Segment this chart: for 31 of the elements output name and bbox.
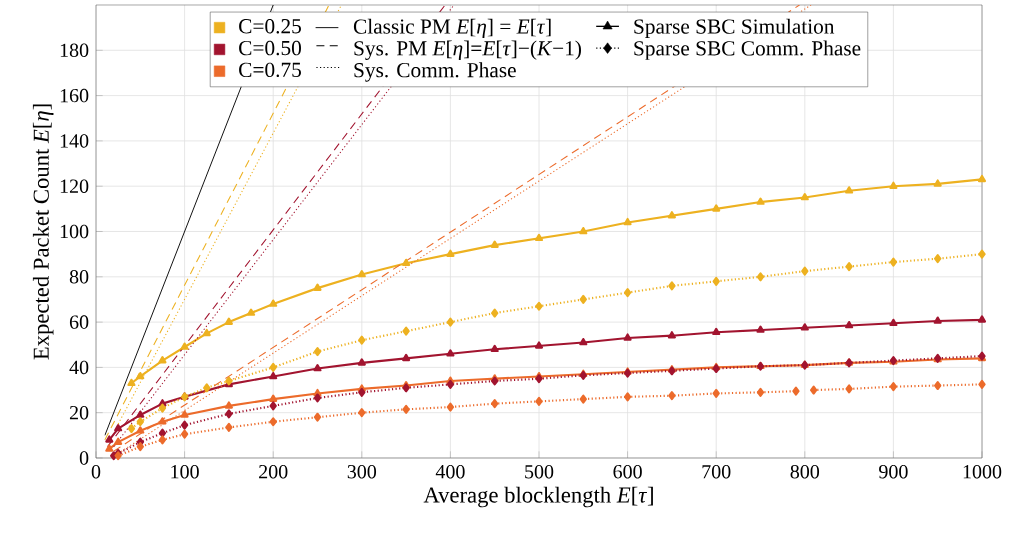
x-axis-title: Average blocklength E[τ] xyxy=(423,486,653,508)
x-tick-label: 900 xyxy=(879,464,908,479)
x-tick-label: 400 xyxy=(435,464,465,479)
y-tick-label: 140 xyxy=(60,134,89,148)
legend-label: C=0.75 xyxy=(239,62,301,78)
x-tick-label: 100 xyxy=(171,464,199,479)
legend-label: C=0.25 xyxy=(239,19,301,34)
y-axis-title: Expected Packet Count E[η] xyxy=(32,104,54,360)
text: Classic PM E[η] = E[τ] xyxy=(353,18,551,39)
x-tick-label: 500 xyxy=(525,464,554,479)
x-tick-label: 200 xyxy=(259,464,288,479)
x-tick-label: 800 xyxy=(790,464,820,479)
annotation: Sparse SBC Comm. Phase xyxy=(634,40,861,60)
x-tick-label: 700 xyxy=(702,464,731,479)
x-tick-label: 600 xyxy=(613,464,642,479)
y-tick-label: 0 xyxy=(79,451,89,465)
y-tick-label: 40 xyxy=(69,360,89,375)
y-tick-label: 180 xyxy=(60,43,89,58)
y-tick-label: 60 xyxy=(69,315,89,329)
x-tick-label: 300 xyxy=(347,464,377,479)
annotation: Sys. Comm. Phase xyxy=(354,62,516,82)
text: Sys. PM E[η]=E[τ]−(K−1) xyxy=(354,40,581,60)
y-tick-label: 80 xyxy=(69,270,89,284)
annotation: Sparse SBC Simulation xyxy=(634,18,835,39)
x-tick-label: 1000 xyxy=(963,464,1002,479)
y-tick-label: 20 xyxy=(69,405,89,420)
y-tick-label: 160 xyxy=(60,88,89,103)
x-tick-label: 0 xyxy=(91,464,101,479)
y-tick-label: 100 xyxy=(60,224,89,239)
y-tick-label: 120 xyxy=(60,179,89,193)
legend-label: C=0.50 xyxy=(239,40,301,56)
